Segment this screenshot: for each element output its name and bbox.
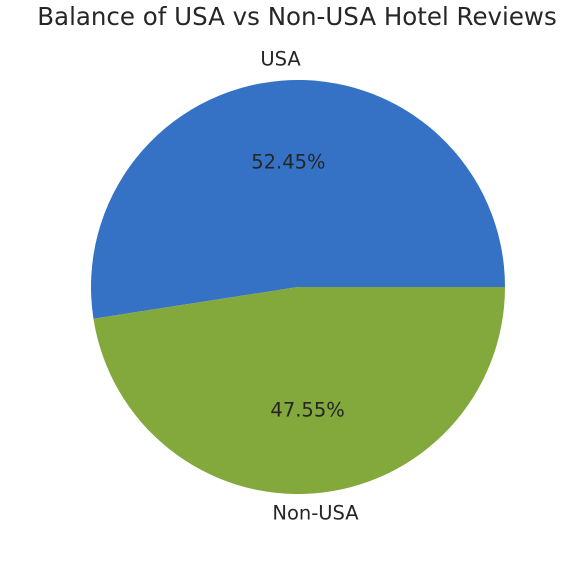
chart-title: Balance of USA vs Non-USA Hotel Reviews (37, 2, 556, 31)
slice-label-usa: USA (260, 48, 301, 71)
slice-percent-usa: 52.45% (251, 151, 325, 174)
pie-labels: USA 52.45% Non-USA 47.55% (251, 48, 359, 525)
slice-label-non-usa: Non-USA (272, 502, 359, 525)
slice-percent-non-usa: 47.55% (270, 398, 344, 421)
pie-slice-non-usa (93, 287, 505, 494)
pie-slice-usa (90, 79, 505, 319)
pie-slices (90, 79, 505, 494)
